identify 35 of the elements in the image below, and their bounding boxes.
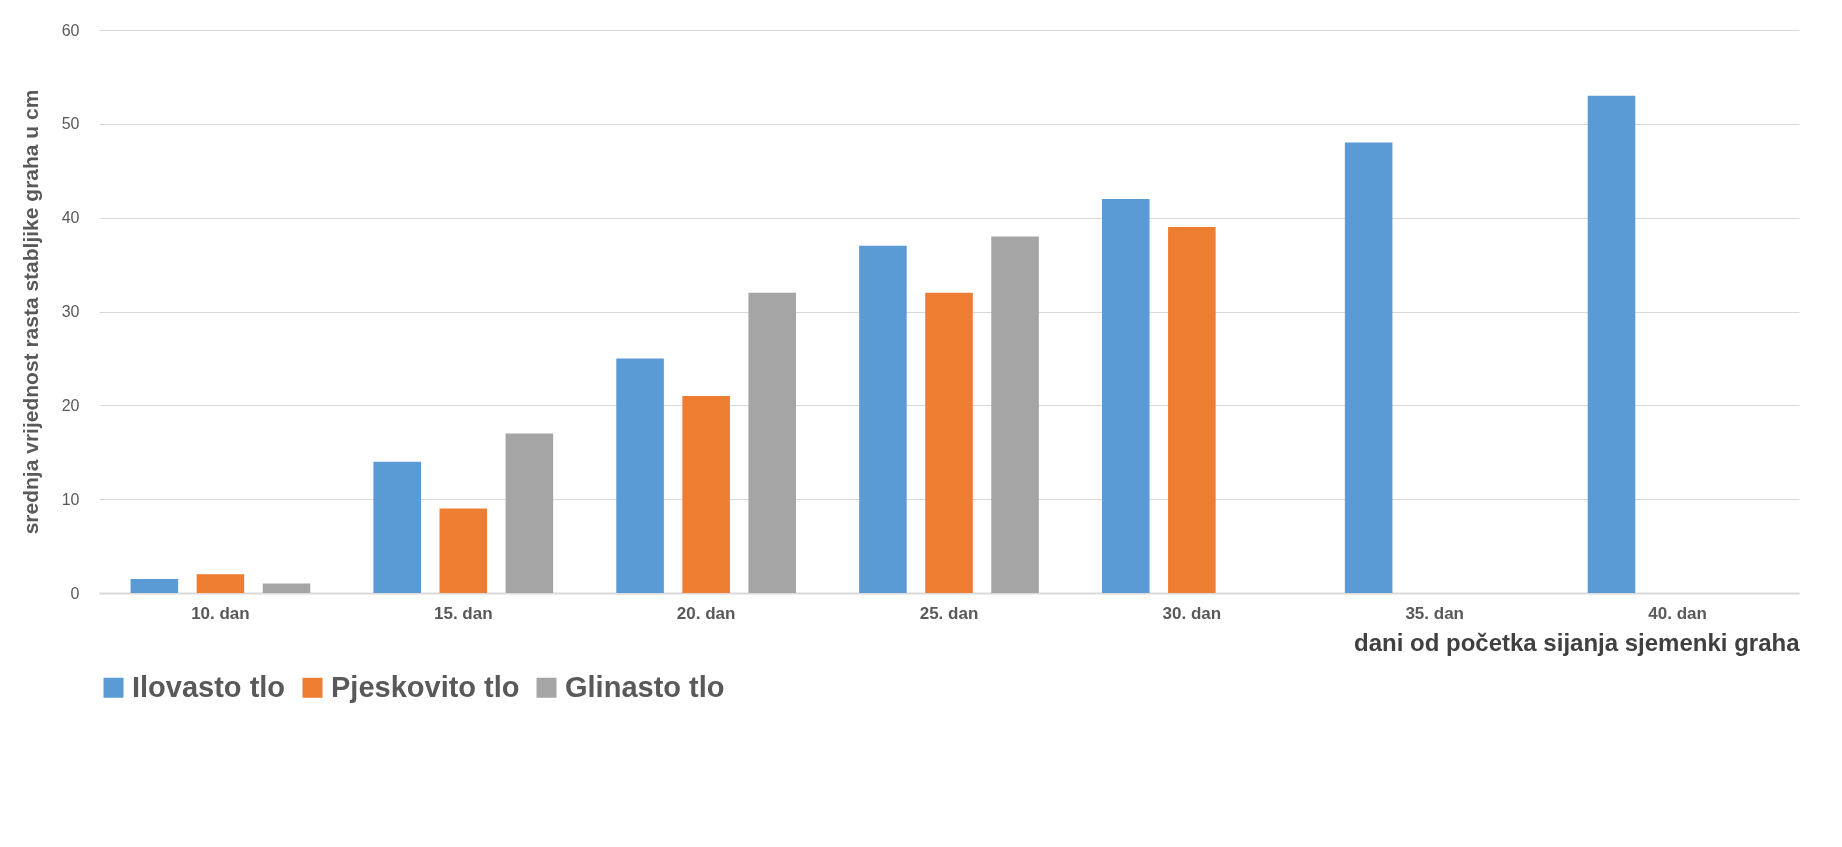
bar: [1168, 227, 1216, 593]
bar: [991, 236, 1039, 593]
x-tick-label: 40. dan: [1648, 603, 1707, 623]
bar: [1344, 142, 1393, 593]
bar: [130, 578, 179, 593]
legend-label: Glinasto tlo: [565, 670, 725, 703]
bar: [748, 292, 796, 593]
x-tick-label: 15. dan: [433, 603, 493, 623]
y-tick-label: 50: [61, 115, 80, 133]
legend-label: Pjeskovito tlo: [331, 670, 520, 703]
y-tick-label: 10: [61, 490, 80, 508]
y-tick-label: 60: [61, 21, 80, 39]
x-tick-label: 30. dan: [1162, 603, 1222, 623]
bar: [925, 292, 973, 593]
bar: [1587, 95, 1636, 593]
bar: [1102, 198, 1150, 593]
bar: [505, 433, 554, 593]
x-tick-label: 35. dan: [1405, 603, 1465, 623]
y-axis-title: srednja vrijednost rasta stabljike graha u cm: [18, 89, 42, 535]
y-tick-label: 20: [61, 396, 80, 414]
x-tick-label: 10. dan: [191, 603, 250, 623]
x-tick-label: 25. dan: [919, 603, 979, 623]
y-tick-label: 0: [70, 584, 80, 602]
bar: [262, 583, 311, 593]
bar: [439, 508, 488, 593]
x-tick-label: 20. dan: [676, 603, 736, 623]
x-axis-title: dani od početka sijanja sjemenki graha: [1354, 628, 1801, 656]
y-tick-label: 30: [61, 303, 80, 320]
y-tick-label: 40: [61, 209, 80, 227]
bar: [859, 245, 907, 593]
bar: [373, 461, 421, 593]
bar: [196, 574, 245, 593]
bar: [616, 358, 664, 593]
legend-label: Ilovasto tlo: [132, 670, 286, 703]
bar: [682, 395, 730, 593]
